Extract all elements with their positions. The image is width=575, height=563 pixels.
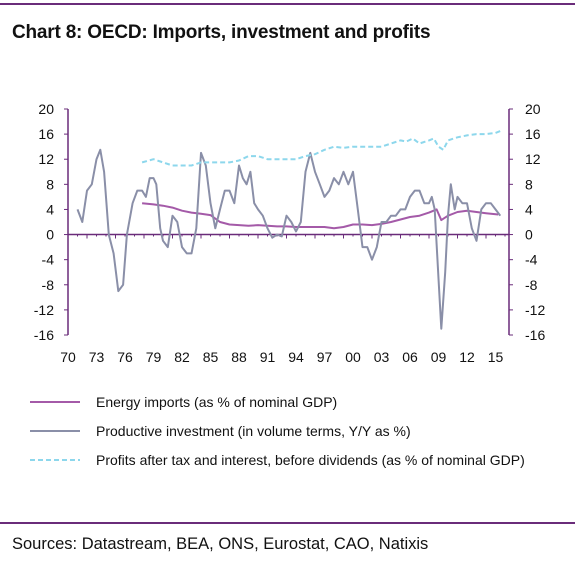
x-tick-label: 70 (60, 349, 76, 365)
y-tick-label-right: 20 (525, 101, 541, 117)
y-tick-label-right: 8 (525, 176, 533, 192)
x-tick-label: 97 (317, 349, 333, 365)
x-tick-label: 76 (117, 349, 133, 365)
y-tick-label-left: 20 (38, 101, 54, 117)
y-tick-label-right: 12 (525, 151, 541, 167)
series-lines (76, 130, 502, 330)
y-tick-label-left: 4 (46, 201, 54, 217)
y-tick-label-left: 0 (46, 227, 54, 243)
x-tick-label: 15 (488, 349, 504, 365)
bottom-rule (0, 522, 575, 524)
top-rule (0, 3, 575, 5)
y-tick-label-left: 12 (38, 151, 54, 167)
x-tick-label: 73 (89, 349, 105, 365)
y-axis-left: 20 16 12 8 4 0 -4 -8 -12 -16 (34, 101, 69, 343)
y-tick-label-right: -16 (525, 327, 545, 343)
x-tick-label: 09 (431, 349, 447, 365)
x-tick-label: 06 (402, 349, 418, 365)
legend: Energy imports (as % of nominal GDP) Prod… (30, 394, 525, 468)
x-tick-label: 00 (345, 349, 361, 365)
x-axis: 70 73 76 79 82 85 88 91 94 97 00 03 06 09 12 15 (60, 233, 509, 365)
y-tick-label-left: 8 (46, 176, 54, 192)
x-tick-label: 88 (231, 349, 247, 365)
y-tick-label-left: -4 (42, 252, 55, 268)
x-tick-label: 85 (203, 349, 219, 365)
y-tick-label-right: 4 (525, 201, 533, 217)
profits-line (141, 130, 501, 167)
legend-profits-label: Profits after tax and interest, before d… (96, 452, 525, 468)
source-note: Sources: Datastream, BEA, ONS, Eurostat,… (12, 535, 429, 553)
legend-investment-label: Productive investment (in volume terms, … (96, 423, 411, 439)
chart-title: Chart 8: OECD: Imports, investment and p… (12, 22, 431, 43)
x-tick-label: 91 (260, 349, 276, 365)
x-tick-label: 79 (146, 349, 162, 365)
y-tick-label-left: -12 (34, 302, 54, 318)
y-tick-label-left: 16 (38, 126, 54, 142)
y-tick-label-right: 0 (525, 227, 533, 243)
y-tick-label-left: -8 (42, 277, 55, 293)
energy-imports-line (141, 202, 499, 230)
y-tick-label-right: -8 (525, 277, 538, 293)
y-tick-label-left: -16 (34, 327, 54, 343)
productive-investment-line (76, 148, 502, 330)
legend-energy-label: Energy imports (as % of nominal GDP) (96, 394, 337, 410)
y-tick-label-right: 16 (525, 126, 541, 142)
x-tick-label: 03 (374, 349, 390, 365)
x-tick-label: 94 (288, 349, 304, 365)
x-tick-label: 82 (174, 349, 190, 365)
x-tick-label: 12 (459, 349, 475, 365)
y-tick-label-right: -4 (525, 252, 538, 268)
y-tick-label-right: -12 (525, 302, 545, 318)
y-axis-right: 20 16 12 8 4 0 -4 -8 -12 -16 (508, 101, 545, 343)
